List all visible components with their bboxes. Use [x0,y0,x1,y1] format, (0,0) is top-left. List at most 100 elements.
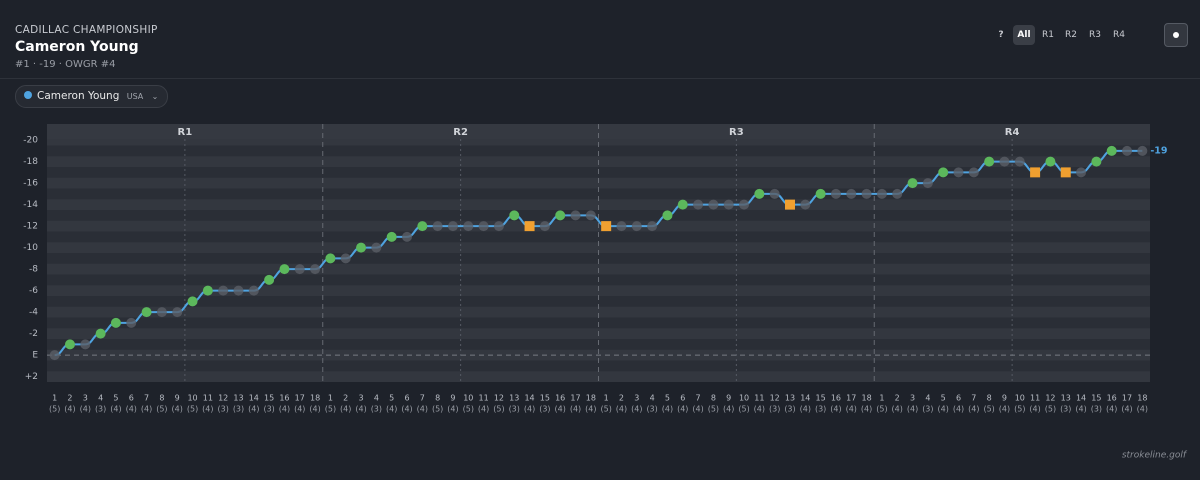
birdie-marker [1091,156,1102,167]
round-filter[interactable]: R3 [1089,30,1101,40]
x-tick-label: 10 [463,394,473,403]
par-marker [463,221,474,232]
par-marker [1014,156,1025,167]
x-tick-label: 14 [800,394,810,403]
par-label: (5) [738,405,749,414]
par-marker [830,188,841,199]
par-label: (4) [1106,405,1117,414]
y-tick-label: -12 [23,222,38,232]
x-tick-label: 8 [159,394,164,403]
par-marker [968,167,979,178]
x-tick-label: 13 [1061,394,1071,403]
x-tick-label: 7 [420,394,425,403]
player-subtitle: #1 · -19 · OWGR #4 [15,59,116,70]
par-label: (4) [723,405,734,414]
legend-label: Cameron Young [37,90,120,102]
y-tick-label: E [32,351,38,361]
x-tick-label: 11 [203,394,213,403]
help-button[interactable]: ? [998,30,1004,40]
birdie-marker [509,210,520,221]
par-label: (5) [1045,405,1056,414]
par-label: (4) [830,405,841,414]
y-tick-label: -16 [23,179,38,189]
par-label: (4) [478,405,489,414]
par-label: (4) [1075,405,1086,414]
par-label: (3) [509,405,520,414]
par-label: (3) [539,405,550,414]
round-filter[interactable]: R2 [1065,30,1077,40]
par-marker [800,199,811,210]
x-tick-label: 11 [479,394,489,403]
par-marker [402,231,413,242]
x-tick-label: 5 [941,394,946,403]
round-filter[interactable]: R1 [1042,30,1054,40]
player-chip[interactable]: Cameron Young USA ⌄ [15,85,168,108]
par-label: (4) [754,405,765,414]
par-label: (4) [846,405,857,414]
par-label: (5) [983,405,994,414]
par-label: (4) [662,405,673,414]
round-filter[interactable]: R4 [1113,30,1125,40]
x-tick-label: 3 [83,394,88,403]
par-label: (5) [325,405,336,414]
birdie-marker [202,285,213,296]
x-tick-label: 2 [343,394,348,403]
x-tick-label: 15 [540,394,550,403]
y-tick-label: -6 [29,286,38,296]
par-marker [218,285,229,296]
par-marker [708,199,719,210]
event-name: CADILLAC CHAMPIONSHIP [15,24,158,36]
y-tick-label: -14 [23,200,38,210]
round-filter[interactable]: All [1013,25,1035,45]
x-tick-label: 17 [846,394,856,403]
par-marker [1122,145,1133,156]
par-label: (4) [524,405,535,414]
legend-swatch [24,91,32,99]
round-label: R3 [729,127,744,138]
x-tick-label: 4 [650,394,655,403]
x-tick-label: 12 [218,394,228,403]
par-label: (4) [141,405,152,414]
x-tick-label: 16 [831,394,841,403]
x-tick-label: 11 [1030,394,1040,403]
par-label: (3) [218,405,229,414]
y-tick-label: -10 [23,243,38,253]
y-tick-label: +2 [25,372,38,382]
birdie-marker [325,253,336,264]
birdie-marker [64,339,75,350]
toggle-button[interactable] [1164,23,1188,47]
par-marker [739,199,750,210]
birdie-marker [662,210,673,221]
par-label: (4) [861,405,872,414]
par-label: (5) [49,405,60,414]
par-label: (5) [156,405,167,414]
par-label: (4) [294,405,305,414]
round-label: R2 [453,127,468,138]
par-marker [248,285,259,296]
par-label: (4) [953,405,964,414]
x-tick-label: 2 [619,394,624,403]
x-tick-label: 4 [925,394,930,403]
par-label: (3) [371,405,382,414]
par-label: (5) [463,405,474,414]
birdie-marker [386,231,397,242]
x-tick-label: 17 [1122,394,1132,403]
x-tick-label: 14 [1076,394,1086,403]
round-label: R4 [1005,127,1020,138]
x-tick-label: 16 [279,394,289,403]
x-tick-label: 6 [956,394,961,403]
par-label: (4) [309,405,320,414]
x-tick-label: 9 [726,394,731,403]
x-tick-label: 6 [404,394,409,403]
grid-band [47,199,1150,210]
x-tick-label: 6 [129,394,134,403]
par-label: (3) [95,405,106,414]
par-label: (5) [708,405,719,414]
bogey-marker [1060,167,1071,178]
par-marker [693,199,704,210]
birdie-marker [907,178,918,189]
x-tick-label: 14 [249,394,259,403]
x-tick-label: 11 [754,394,764,403]
birdie-marker [1045,156,1056,167]
